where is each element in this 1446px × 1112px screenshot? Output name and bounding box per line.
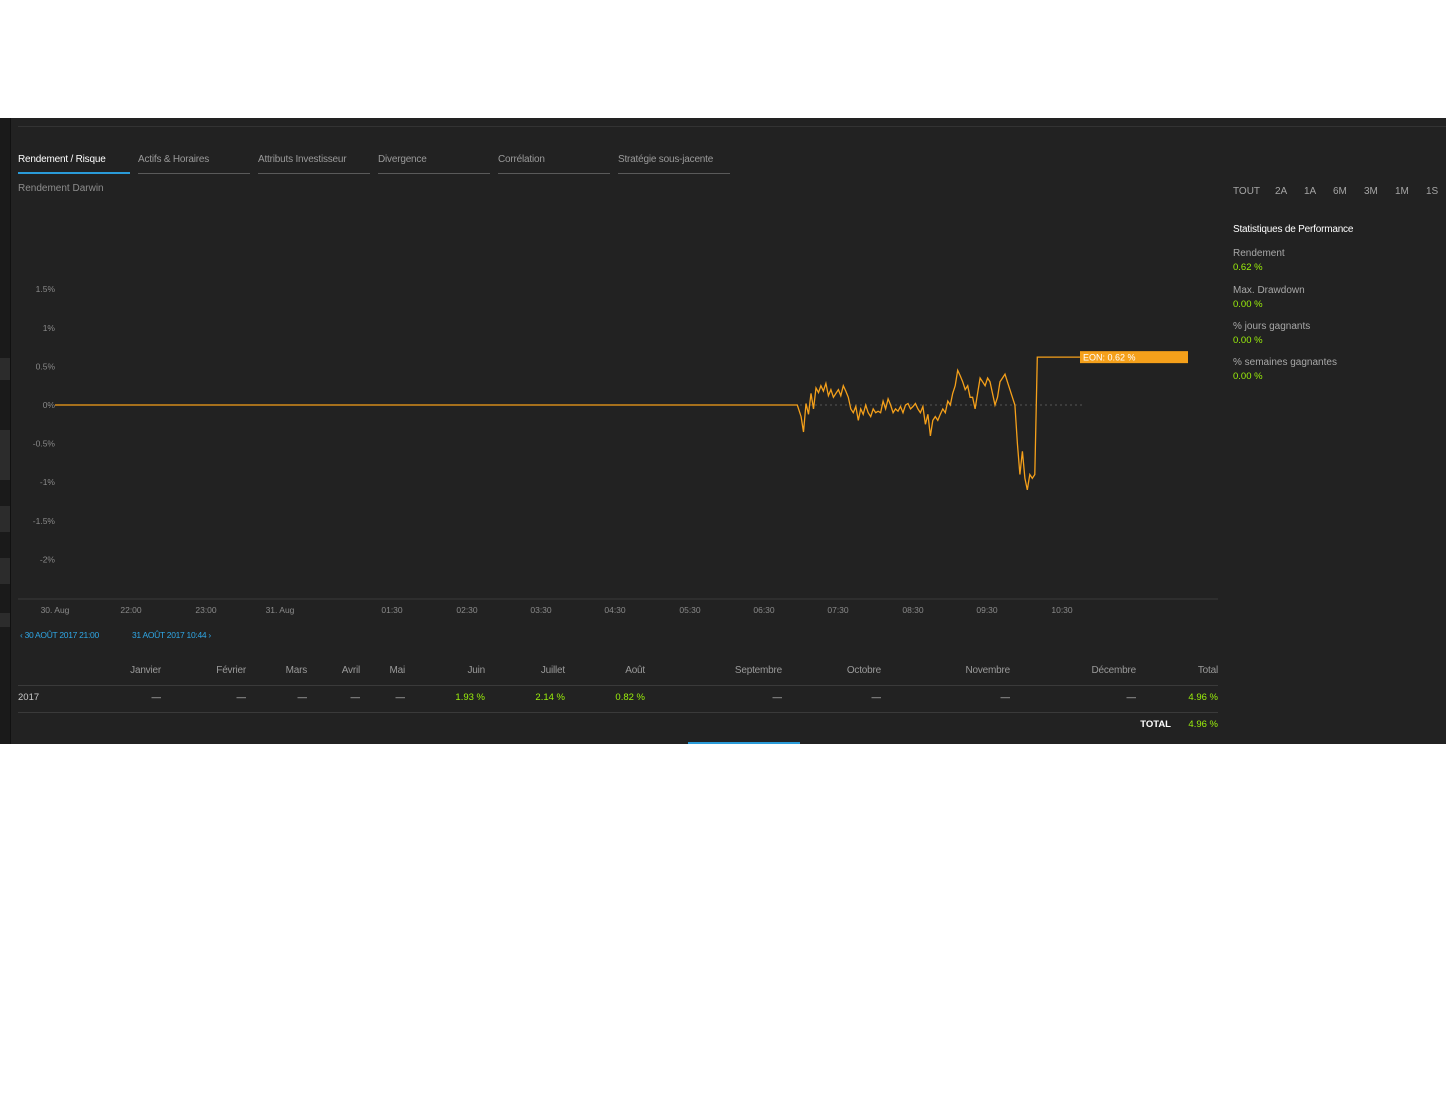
value-may: — (395, 692, 406, 703)
range-1y-button[interactable]: 1A (1304, 186, 1317, 197)
range-1w-button[interactable]: 1S (1426, 186, 1439, 197)
darwin-panel: Rendement / Risque Actifs & Horaires Att… (0, 118, 1446, 744)
y-tick-label: 1% (43, 323, 56, 333)
x-axis: 30. Aug 22:00 23:00 31. Aug 01:30 02:30 03:30 0… (41, 605, 1073, 615)
stat-label-max-drawdown: Max. Drawdown (1233, 285, 1305, 296)
x-tick-label: 01:30 (381, 605, 403, 615)
total-value: 4.96 % (1188, 719, 1218, 730)
range-all-button[interactable]: TOUT (1233, 186, 1261, 197)
month-header-nov: Novembre (965, 665, 1010, 676)
nav-to-date: 31 AOÛT 2017 10:44 (132, 630, 207, 640)
month-header-apr: Avril (341, 665, 360, 676)
table-divider (18, 685, 1218, 686)
nav-from-link[interactable]: ‹ 30 AOÛT 2017 21:00 (20, 630, 99, 640)
month-header-aug: Août (625, 665, 645, 676)
stat-value-winning-weeks: 0.00 % (1233, 371, 1263, 382)
x-tick-label: 08:30 (902, 605, 924, 615)
month-header-may: Mai (389, 665, 405, 676)
stat-value-max-drawdown: 0.00 % (1233, 299, 1263, 310)
x-tick-label: 31. Aug (266, 605, 295, 615)
nav-to-link[interactable]: 31 AOÛT 2017 10:44 › (132, 630, 211, 640)
y-tick-label: -1.5% (33, 516, 56, 526)
y-tick-label: 0.5% (36, 361, 56, 371)
value-feb: — (236, 692, 247, 703)
y-tick-label: -1% (40, 477, 56, 487)
x-tick-label: 23:00 (195, 605, 217, 615)
tab-strategie-sous-jacente[interactable]: Stratégie sous-jacente (618, 154, 730, 174)
y-tick-label: -0.5% (33, 439, 56, 449)
tab-divergence[interactable]: Divergence (378, 154, 490, 174)
chart-title: Rendement Darwin (18, 183, 104, 194)
top-divider (18, 126, 1446, 127)
value-dec: — (1126, 692, 1137, 703)
scrollbar-thumb[interactable] (688, 742, 800, 744)
x-tick-label: 07:30 (827, 605, 849, 615)
y-tick-label: 0% (43, 400, 56, 410)
y-tick-label: -2% (40, 554, 56, 564)
x-tick-label: 03:30 (530, 605, 552, 615)
table-divider-2 (18, 712, 1218, 713)
tab-attributs-investisseur[interactable]: Attributs Investisseur (258, 154, 370, 174)
month-header-oct: Octobre (846, 665, 881, 676)
value-aug: 0.82 % (615, 692, 645, 703)
y-tick-label: 1.5% (36, 284, 56, 294)
stat-value-return: 0.62 % (1233, 262, 1263, 273)
month-header-sep: Septembre (734, 665, 782, 676)
left-sidebar-strip (0, 118, 11, 744)
month-header-jun: Juin (467, 665, 485, 676)
series-label-eon: EON: 0.62 % (1083, 353, 1136, 363)
performance-stats-title: Statistiques de Performance (1233, 224, 1354, 235)
value-oct: — (871, 692, 882, 703)
range-1m-button[interactable]: 1M (1395, 186, 1409, 197)
x-tick-label: 30. Aug (41, 605, 70, 615)
series-line-eon (55, 356, 1081, 491)
tab-correlation[interactable]: Corrélation (498, 154, 610, 174)
value-mar: — (297, 692, 308, 703)
x-tick-label: 02:30 (456, 605, 478, 615)
range-3m-button[interactable]: 3M (1364, 186, 1378, 197)
x-tick-label: 10:30 (1051, 605, 1073, 615)
return-chart: 1.5% 1% 0.5% 0% -0.5% -1% -1.5% -2% 30. Aug 22:0… (18, 284, 1218, 615)
series-label-box (1080, 351, 1188, 364)
range-2y-button[interactable]: 2A (1275, 186, 1288, 197)
chevron-left-icon: ‹ (20, 630, 23, 640)
stat-value-winning-days: 0.00 % (1233, 335, 1263, 346)
month-header-mar: Mars (285, 665, 308, 676)
month-header-dec: Décembre (1091, 665, 1136, 676)
value-jan: — (151, 692, 162, 703)
stat-label-winning-weeks: % semaines gagnantes (1233, 357, 1337, 368)
stat-label-return: Rendement (1233, 248, 1285, 259)
x-tick-label: 04:30 (604, 605, 626, 615)
month-header-jul: Juillet (540, 665, 565, 676)
month-header-jan: Janvier (130, 665, 161, 676)
tab-actifs-horaires[interactable]: Actifs & Horaires (138, 154, 250, 174)
tab-rendement-risque[interactable]: Rendement / Risque (18, 154, 130, 174)
value-nov: — (1000, 692, 1011, 703)
x-tick-label: 06:30 (753, 605, 775, 615)
nav-from-date: 30 AOÛT 2017 21:00 (24, 630, 100, 640)
x-tick-label: 09:30 (976, 605, 998, 615)
value-jun: 1.93 % (455, 692, 485, 703)
range-6m-button[interactable]: 6M (1333, 186, 1347, 197)
total-label: TOTAL (1140, 719, 1171, 730)
y-axis: 1.5% 1% 0.5% 0% -0.5% -1% -1.5% -2% (33, 284, 56, 564)
month-header-feb: Février (216, 665, 246, 676)
value-jul: 2.14 % (535, 692, 565, 703)
month-header-total: Total (1197, 665, 1218, 676)
year-label: 2017 (18, 692, 40, 703)
chevron-right-icon: › (208, 630, 211, 640)
value-apr: — (350, 692, 361, 703)
value-year-total: 4.96 % (1188, 692, 1218, 703)
x-tick-label: 22:00 (120, 605, 142, 615)
value-sep: — (772, 692, 783, 703)
x-tick-label: 05:30 (679, 605, 701, 615)
stat-label-winning-days: % jours gagnants (1233, 321, 1311, 332)
